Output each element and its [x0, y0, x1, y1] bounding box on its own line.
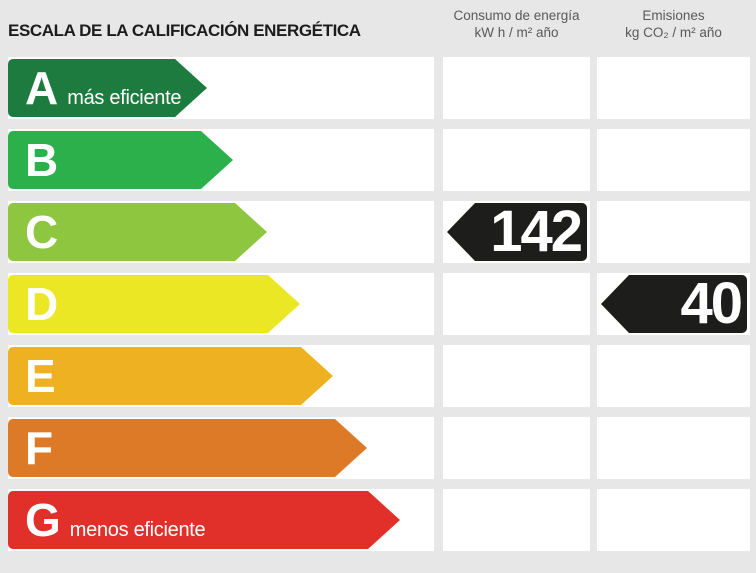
rating-row-f: F: [8, 417, 756, 479]
bar-text: E: [25, 353, 55, 399]
rating-bar-cell-f: F: [8, 417, 434, 479]
emisiones-value-cell-g: [597, 489, 750, 551]
rating-bar-c: C: [8, 203, 267, 261]
bar-text: B: [25, 137, 57, 183]
rating-row-a: A más eficiente: [8, 57, 756, 119]
rating-bar-cell-a: A más eficiente: [8, 57, 434, 119]
column-header-emisiones: Emisiones kg CO₂ / m² año: [597, 7, 750, 41]
header: ESCALA DE LA CALIFICACIÓN ENERGÉTICA Con…: [8, 0, 756, 57]
rating-bar-d: D: [8, 275, 300, 333]
column-header-consumo: Consumo de energía kW h / m² año: [443, 7, 590, 41]
rating-bar-cell-c: C: [8, 201, 434, 263]
emisiones-header-line2: kg CO₂ / m² año: [625, 25, 722, 40]
rating-row-d: D 40: [8, 273, 756, 335]
rating-bar-cell-d: D: [8, 273, 434, 335]
emisiones-value-cell-e: [597, 345, 750, 407]
emisiones-value-cell-c: [597, 201, 750, 263]
grade-letter-d: D: [25, 278, 58, 330]
grade-letter-e: E: [25, 350, 55, 402]
grade-letter-c: C: [25, 206, 58, 258]
emisiones-value-cell-b: [597, 129, 750, 191]
emisiones-value-cell-f: [597, 417, 750, 479]
rating-bar-a: A más eficiente: [8, 59, 207, 117]
consumo-value-cell-a: [443, 57, 590, 119]
bar-text: F: [25, 425, 52, 471]
consumo-value-cell-e: [443, 345, 590, 407]
efficiency-label-least: menos eficiente: [69, 519, 206, 541]
rating-row-c: C 142: [8, 201, 756, 263]
consumo-value: 142: [490, 199, 583, 264]
consumo-header-line2: kW h / m² año: [474, 25, 559, 40]
bar-text: G menos eficiente: [25, 497, 205, 543]
bar-text: A más eficiente: [25, 65, 181, 111]
rating-bar-b: B: [8, 131, 233, 189]
rating-bar-g: G menos eficiente: [8, 491, 400, 549]
consumo-value-cell-c: 142: [443, 201, 590, 263]
bar-text: D: [25, 281, 57, 327]
rating-bar-cell-b: B: [8, 129, 434, 191]
grade-letter-b: B: [25, 134, 58, 186]
consumo-header-line1: Consumo de energía: [453, 8, 580, 23]
consumo-value-cell-b: [443, 129, 590, 191]
rating-row-b: B: [8, 129, 756, 191]
rating-row-g: G menos eficiente: [8, 489, 756, 551]
rating-bar-e: E: [8, 347, 333, 405]
emisiones-value-cell-a: [597, 57, 750, 119]
consumo-value-cell-g: [443, 489, 590, 551]
efficiency-label-most: más eficiente: [67, 87, 182, 109]
rating-bar-cell-e: E: [8, 345, 434, 407]
consumo-value-arrow: 142: [447, 203, 587, 261]
grade-letter-g: G: [25, 494, 60, 546]
page-title: ESCALA DE LA CALIFICACIÓN ENERGÉTICA: [8, 21, 361, 40]
rating-bar-cell-g: G menos eficiente: [8, 489, 434, 551]
rating-bar-f: F: [8, 419, 367, 477]
rating-row-e: E: [8, 345, 756, 407]
emisiones-value: 40: [680, 271, 742, 336]
rating-rows: A más eficiente B: [8, 57, 756, 551]
emisiones-value-arrow: 40: [601, 275, 747, 333]
grade-letter-a: A: [25, 62, 58, 114]
bar-text: C: [25, 209, 57, 255]
consumo-value-cell-d: [443, 273, 590, 335]
emisiones-header-line1: Emisiones: [642, 8, 705, 23]
consumo-value-cell-f: [443, 417, 590, 479]
grade-letter-f: F: [25, 422, 53, 474]
emisiones-value-cell-d: 40: [597, 273, 750, 335]
